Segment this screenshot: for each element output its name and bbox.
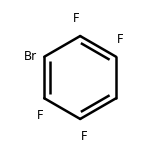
Text: F: F xyxy=(81,130,88,143)
Text: Br: Br xyxy=(24,50,37,63)
Text: F: F xyxy=(117,33,124,46)
Text: F: F xyxy=(37,109,43,122)
Text: F: F xyxy=(73,12,79,25)
